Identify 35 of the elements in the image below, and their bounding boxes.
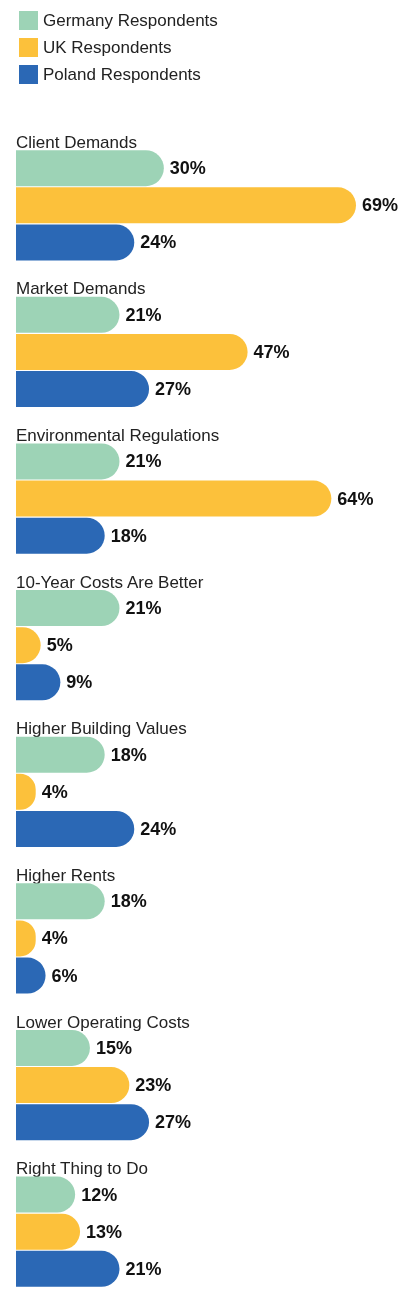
data-label: 23% bbox=[135, 1075, 172, 1096]
y-tick-label: Market Demands bbox=[16, 279, 146, 299]
data-label: 30% bbox=[169, 158, 206, 179]
y-tick-label: Client Demands bbox=[16, 132, 137, 152]
data-label: 18% bbox=[110, 744, 147, 765]
data-label: 9% bbox=[66, 672, 93, 693]
data-label: 24% bbox=[140, 232, 177, 253]
data-label: 6% bbox=[51, 965, 78, 986]
data-label: 69% bbox=[362, 195, 399, 216]
data-label: 64% bbox=[337, 488, 374, 509]
legend-label: UK Respondents bbox=[43, 38, 172, 57]
y-tick-label: Lower Operating Costs bbox=[16, 1012, 190, 1032]
data-label: 12% bbox=[81, 1184, 118, 1205]
data-label: 13% bbox=[86, 1221, 123, 1242]
data-label: 21% bbox=[125, 1258, 162, 1279]
data-label: 24% bbox=[140, 818, 177, 839]
data-label: 27% bbox=[155, 1112, 192, 1133]
data-label: 47% bbox=[253, 341, 290, 362]
data-label: 21% bbox=[125, 451, 162, 472]
data-label: 15% bbox=[95, 1037, 132, 1058]
y-tick-label: Right Thing to Do bbox=[16, 1159, 148, 1179]
data-label: 27% bbox=[155, 379, 192, 400]
legend-label: Poland Respondents bbox=[43, 65, 201, 84]
y-tick-label: Higher Rents bbox=[16, 865, 116, 885]
legend-label: Germany Respondents bbox=[43, 11, 218, 30]
data-label: 18% bbox=[110, 891, 147, 912]
data-label: 18% bbox=[110, 525, 147, 546]
data-label: 5% bbox=[46, 635, 73, 656]
data-label: 21% bbox=[125, 304, 162, 325]
y-tick-label: Higher Building Values bbox=[16, 719, 187, 739]
data-label: 4% bbox=[41, 928, 68, 949]
data-label: 21% bbox=[125, 598, 162, 619]
y-tick-label: 10-Year Costs Are Better bbox=[16, 572, 204, 592]
y-tick-label: Environmental Regulations bbox=[16, 426, 220, 446]
data-label: 4% bbox=[41, 781, 68, 802]
